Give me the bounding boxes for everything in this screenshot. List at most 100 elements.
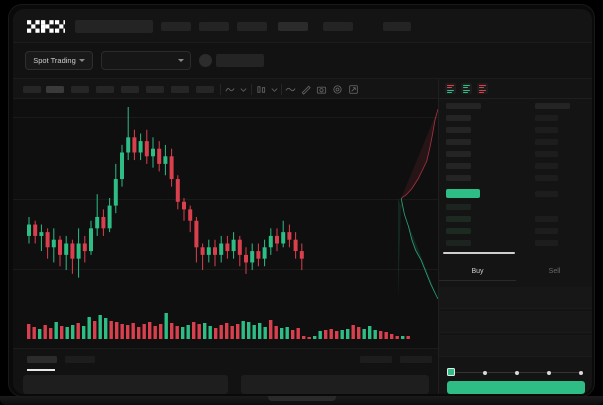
- top-navigation-bar: [13, 9, 592, 43]
- nav-item-4[interactable]: [278, 22, 308, 31]
- slider-dot-3[interactable]: [547, 370, 551, 375]
- nav-item-6[interactable]: [383, 22, 411, 31]
- bottom-panel-left[interactable]: [23, 375, 228, 394]
- order-book-ask-amount: [535, 127, 558, 133]
- timeframe-4[interactable]: [96, 86, 114, 93]
- nav-item-5[interactable]: [323, 22, 353, 31]
- slider-dot-2[interactable]: [515, 370, 519, 375]
- timeframe-1[interactable]: [23, 86, 41, 93]
- tab-sell-label: Sell: [548, 267, 561, 275]
- order-book-ask-row[interactable]: [446, 139, 471, 145]
- order-book-col-header-price: [446, 103, 481, 109]
- timeframe-8[interactable]: [196, 86, 214, 93]
- fullscreen-icon[interactable]: [348, 84, 359, 95]
- active-trade-tab-underline: [439, 280, 516, 281]
- slider-dot-4[interactable]: [579, 370, 583, 375]
- order-book-bid-amount: [535, 228, 558, 234]
- indicator-icon[interactable]: [225, 84, 236, 95]
- buy-submit-button[interactable]: [447, 381, 585, 394]
- chevron-down-icon-2[interactable]: [270, 84, 279, 95]
- toolbar-divider-3: [281, 84, 282, 95]
- device-frame: Spot Trading: [8, 4, 595, 397]
- order-book-spread-price: [446, 189, 480, 198]
- trendline-icon[interactable]: [285, 84, 296, 95]
- amount-slider-handle[interactable]: [447, 368, 455, 376]
- order-book-bid-row[interactable]: [446, 216, 471, 222]
- nav-item-1[interactable]: [161, 22, 191, 31]
- bottom-panels: [13, 372, 438, 394]
- gridline: [13, 199, 438, 200]
- order-book-ask-amount: [535, 115, 558, 121]
- action-button-1[interactable]: [360, 356, 392, 363]
- order-book-ask-row[interactable]: [446, 127, 471, 133]
- active-tab-underline: [27, 369, 55, 371]
- timeframe-2[interactable]: [46, 86, 64, 93]
- order-book-ask-row[interactable]: [446, 175, 471, 181]
- bottom-panel-right[interactable]: [241, 375, 429, 394]
- market-subheader: Spot Trading: [13, 43, 592, 106]
- toolbar-divider-1: [220, 84, 221, 95]
- order-book-divider: [439, 98, 592, 99]
- order-book-spread-amount: [535, 191, 558, 197]
- volume-chart[interactable]: [13, 299, 438, 349]
- chart-toolbar: [13, 79, 438, 99]
- tab-buy[interactable]: Buy: [439, 263, 516, 279]
- tab-order-history[interactable]: [65, 356, 95, 363]
- timeframe-7[interactable]: [171, 86, 189, 93]
- orderbook-both-icon[interactable]: [445, 83, 456, 94]
- search-input[interactable]: [75, 20, 153, 33]
- device-bezel-notch: [268, 396, 336, 401]
- volume-series: [27, 313, 410, 339]
- nav-item-2[interactable]: [199, 22, 229, 31]
- order-book-ask-row[interactable]: [446, 163, 471, 169]
- timeframe-5[interactable]: [121, 86, 139, 93]
- coin-avatar: [199, 54, 212, 67]
- form-row-amount[interactable]: [439, 311, 592, 333]
- depth-chart-overlay: [398, 109, 438, 299]
- order-book-ask-amount: [535, 175, 558, 181]
- candlestick-chart[interactable]: [13, 99, 438, 299]
- order-book-bid-amount: [535, 240, 558, 246]
- app-screen: Spot Trading: [13, 9, 592, 394]
- timeframe-6[interactable]: [146, 86, 164, 93]
- order-book-ask-amount: [535, 163, 558, 169]
- trading-mode-label: Spot Trading: [33, 56, 76, 65]
- action-button-2[interactable]: [400, 356, 432, 363]
- orderbook-asks-icon[interactable]: [477, 83, 488, 94]
- settings-gear-icon[interactable]: [332, 84, 343, 95]
- order-book-ask-amount: [535, 151, 558, 157]
- orders-tabs: [13, 350, 438, 372]
- trade-form-panel: Buy Sell: [438, 259, 592, 394]
- order-book-panel: [438, 79, 592, 259]
- order-book-ask-row[interactable]: [446, 151, 471, 157]
- tab-sell[interactable]: Sell: [516, 263, 592, 279]
- chevron-down-icon[interactable]: [239, 84, 248, 95]
- gridline: [13, 269, 438, 270]
- slider-dot-1[interactable]: [483, 370, 487, 375]
- order-book-bid-row[interactable]: [446, 240, 471, 246]
- order-book-ask-amount: [535, 139, 558, 145]
- tab-buy-label: Buy: [471, 267, 484, 275]
- chevron-down-icon: [178, 59, 184, 62]
- nav-item-3[interactable]: [237, 22, 267, 31]
- timeframe-3[interactable]: [71, 86, 89, 93]
- last-price-value: [216, 54, 264, 67]
- order-book-bid-row[interactable]: [446, 204, 471, 210]
- form-row-price[interactable]: [439, 287, 592, 309]
- form-row-total[interactable]: [439, 335, 592, 357]
- ruler-icon[interactable]: [300, 84, 311, 95]
- toolbar-divider-2: [251, 84, 252, 95]
- okx-logo[interactable]: [27, 20, 65, 33]
- gridline: [13, 117, 438, 118]
- order-book-bid-amount: [535, 216, 558, 222]
- orderbook-bids-icon[interactable]: [461, 83, 472, 94]
- camera-icon[interactable]: [316, 84, 327, 95]
- trading-pair-select[interactable]: [101, 51, 191, 70]
- order-book-ask-row[interactable]: [446, 115, 471, 121]
- order-book-view-toggles: [445, 83, 488, 94]
- trading-mode-select[interactable]: Spot Trading: [25, 51, 93, 70]
- order-book-bid-row[interactable]: [446, 228, 471, 234]
- candle-type-icon[interactable]: [256, 84, 267, 95]
- orderbook-scrollbar[interactable]: [443, 252, 515, 254]
- tab-open-orders[interactable]: [27, 356, 57, 363]
